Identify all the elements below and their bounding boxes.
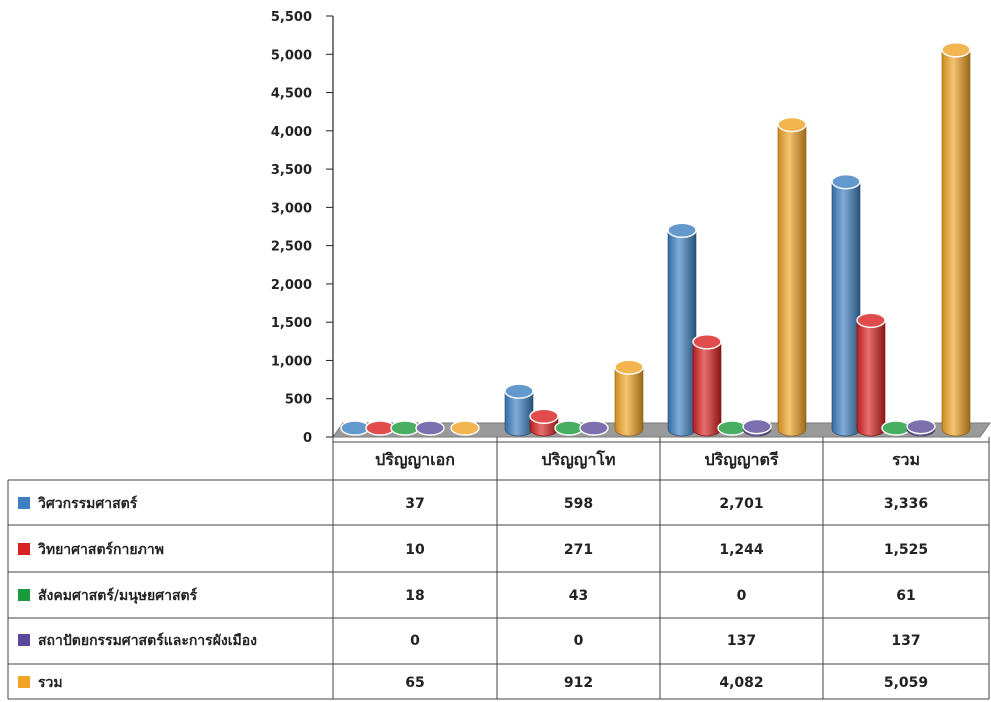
table-cell: 4,082 bbox=[719, 675, 764, 691]
legend-key-engineering bbox=[18, 497, 30, 509]
bar bbox=[579, 420, 609, 436]
bar bbox=[504, 383, 534, 437]
bars bbox=[340, 42, 971, 437]
y-tick-label: 0 bbox=[303, 431, 312, 446]
bar bbox=[692, 334, 722, 437]
y-tick-label: 2,000 bbox=[271, 278, 312, 293]
table-cell: 3,336 bbox=[883, 496, 929, 512]
y-tick-label: 1,000 bbox=[271, 354, 312, 369]
y-tick-label: 4,000 bbox=[271, 125, 312, 140]
bar bbox=[777, 116, 807, 437]
y-tick-label: 1,500 bbox=[271, 316, 312, 331]
category-label-doctoral: ปริญญาเอก bbox=[375, 450, 455, 469]
legend-row-physical-science: วิทยาศาสตร์กายภาพ bbox=[18, 531, 164, 569]
y-tick-label: 5,500 bbox=[271, 10, 312, 25]
y-axis: 0 500 1,000 1,500 2,000 2,500 3,000 3,500 4,000 4… bbox=[271, 10, 333, 446]
table-cell: 0 bbox=[736, 588, 747, 604]
legend-key-architecture bbox=[18, 634, 30, 646]
legend-key-social-humanities bbox=[18, 589, 30, 601]
legend-row-total: รวม bbox=[18, 664, 63, 702]
bar bbox=[614, 359, 644, 437]
bar bbox=[529, 408, 559, 437]
bar bbox=[450, 420, 480, 436]
table-cell: 37 bbox=[405, 496, 425, 512]
legend-label: สถาปัตยกรรมศาสตร์และการผังเมือง bbox=[38, 633, 257, 649]
legend-label: วิทยาศาสตร์กายภาพ bbox=[38, 542, 164, 558]
chart-floor bbox=[332, 422, 991, 438]
legend-row-social-humanities: สังคมศาสตร์/มนุษยศาสตร์ bbox=[18, 577, 197, 615]
y-tick-label: 3,500 bbox=[271, 163, 312, 178]
table-cell: 912 bbox=[563, 675, 594, 691]
y-tick-label: 3,000 bbox=[271, 201, 312, 216]
table-cell: 1,244 bbox=[719, 542, 764, 558]
bar bbox=[906, 418, 936, 437]
legend-label: สังคมศาสตร์/มนุษยศาสตร์ bbox=[38, 588, 198, 604]
category-label-total: รวม bbox=[891, 450, 921, 469]
legend-row-architecture: สถาปัตยกรรมศาสตร์และการผังเมือง bbox=[18, 622, 257, 660]
table-cell: 43 bbox=[568, 588, 589, 604]
bar bbox=[742, 418, 772, 437]
legend-key-total bbox=[18, 676, 30, 688]
y-tick-label: 2,500 bbox=[271, 240, 312, 255]
table-cell: 0 bbox=[573, 633, 584, 649]
legend-key-physical-science bbox=[18, 543, 30, 555]
bar bbox=[667, 222, 697, 437]
table-cell: 2,701 bbox=[719, 496, 764, 512]
y-tick-label: 500 bbox=[285, 393, 312, 408]
table-cell: 137 bbox=[726, 633, 757, 649]
table-cell: 598 bbox=[563, 496, 594, 512]
legend-label: รวม bbox=[38, 675, 63, 691]
bar bbox=[856, 312, 886, 437]
table-cell: 61 bbox=[896, 588, 916, 604]
table-cell: 5,059 bbox=[883, 675, 929, 691]
table-cell: 137 bbox=[891, 633, 921, 649]
legend-row-engineering: วิศวกรรมศาสตร์ bbox=[18, 485, 137, 523]
bar bbox=[941, 42, 971, 437]
y-tick-label: 5,000 bbox=[271, 48, 312, 63]
table-cell: 65 bbox=[405, 675, 425, 691]
table-cell: 1,525 bbox=[883, 542, 929, 558]
category-label-bachelors: ปริญญาตรี bbox=[704, 450, 779, 469]
category-label-masters: ปริญญาโท bbox=[541, 450, 616, 469]
table-cell: 0 bbox=[410, 633, 420, 649]
y-tick-label: 4,500 bbox=[271, 87, 312, 102]
legend-label: วิศวกรรมศาสตร์ bbox=[38, 496, 138, 512]
bar bbox=[415, 420, 445, 436]
table-cell: 271 bbox=[563, 542, 594, 558]
table-cell: 10 bbox=[405, 542, 425, 558]
table-cell: 18 bbox=[405, 588, 425, 604]
